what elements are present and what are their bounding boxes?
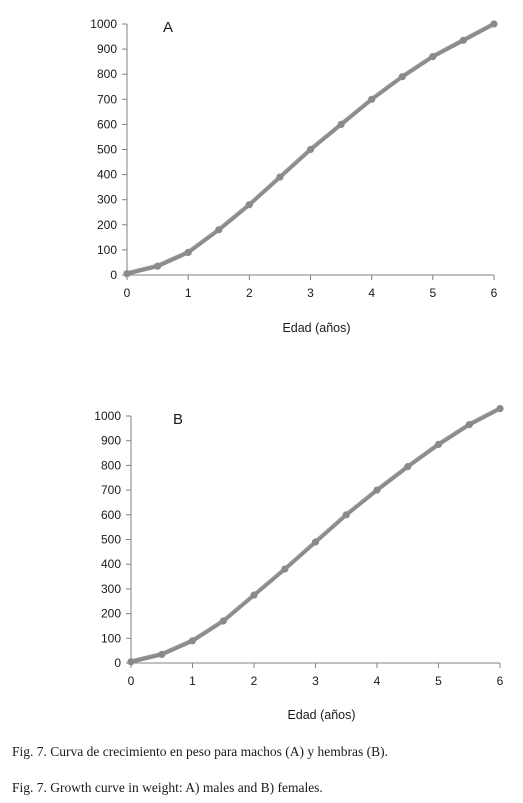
data-point	[404, 463, 412, 471]
data-point	[490, 20, 498, 28]
data-point	[429, 53, 437, 61]
data-point	[496, 405, 504, 413]
data-point	[245, 201, 253, 209]
data-point	[306, 145, 315, 154]
y-tick-label: 400	[101, 557, 121, 571]
y-tick-label: 500	[101, 533, 121, 547]
series-line	[129, 406, 502, 664]
x-tick-label: 5	[429, 286, 436, 300]
y-tick-label: 100	[101, 631, 121, 645]
x-tick-label: 6	[497, 674, 504, 688]
data-point	[311, 538, 320, 546]
data-point	[276, 173, 284, 181]
caption-english: Fig. 7. Growth curve in weight: A) males…	[12, 780, 323, 795]
data-point	[188, 637, 197, 645]
y-tick-label: 700	[101, 483, 121, 497]
data-point	[281, 565, 289, 573]
data-point	[465, 421, 473, 429]
x-tick-label: 6	[491, 286, 498, 300]
y-tick-label: 0	[114, 656, 121, 670]
caption-spanish: Fig. 7. Curva de crecimiento en peso par…	[12, 744, 389, 759]
data-point	[342, 511, 350, 519]
x-tick-label: 3	[307, 286, 314, 300]
x-tick-label: 3	[312, 674, 319, 688]
y-tick-label: 100	[97, 243, 117, 257]
y-tick-label: 300	[101, 582, 121, 596]
y-tick-label: 200	[97, 218, 117, 232]
x-tick-label: 5	[435, 674, 442, 688]
x-tick-label: 1	[189, 674, 196, 688]
data-point	[127, 658, 135, 666]
y-tick-label: 200	[101, 607, 121, 621]
x-axis-title: Edad (años)	[287, 708, 355, 722]
y-tick-label: 1000	[90, 17, 117, 31]
y-tick-label: 800	[97, 67, 117, 81]
y-tick-label: 900	[97, 42, 117, 56]
data-point	[250, 591, 258, 599]
y-tick-label: 0	[110, 268, 117, 282]
data-point	[337, 120, 345, 128]
y-tick-label: 900	[101, 434, 121, 448]
panel-label: B	[173, 411, 183, 428]
y-tick-label: 500	[97, 143, 117, 157]
data-point	[398, 73, 406, 81]
data-point	[154, 262, 162, 270]
y-tick-label: 400	[97, 168, 117, 182]
x-axis-title: Edad (años)	[282, 321, 350, 335]
series-line-edge	[130, 406, 501, 661]
x-tick-label: 2	[251, 674, 258, 688]
x-tick-label: 0	[128, 674, 135, 688]
y-tick-label: 600	[97, 117, 117, 131]
data-point	[434, 440, 443, 448]
data-point	[459, 36, 467, 44]
data-point	[215, 226, 223, 234]
x-tick-label: 4	[374, 674, 381, 688]
chart-panel-a: 0 100 200 300 400 500 600 700 800 900 1000 0 1 2 3 4 5 6 E…	[90, 17, 497, 335]
chart-panel-b: 0 100 200 300 400 500 600 700 800 900 1000 0 1 2 3 4 5 6 E…	[94, 405, 504, 722]
panel-label: A	[163, 19, 173, 36]
x-tick-label: 2	[246, 286, 253, 300]
data-point	[368, 95, 376, 103]
y-tick-label: 600	[101, 508, 121, 522]
data-point	[123, 270, 131, 278]
x-tick-label: 1	[185, 286, 192, 300]
x-tick-label: 0	[124, 286, 131, 300]
data-point	[184, 248, 192, 256]
data-point	[373, 486, 381, 494]
data-point	[158, 650, 166, 659]
x-tick-label: 4	[368, 286, 375, 300]
y-tick-label: 700	[97, 92, 117, 106]
y-tick-label: 1000	[94, 409, 121, 423]
y-tick-label: 800	[101, 458, 121, 472]
data-point	[219, 617, 227, 625]
y-tick-label: 300	[97, 193, 117, 207]
